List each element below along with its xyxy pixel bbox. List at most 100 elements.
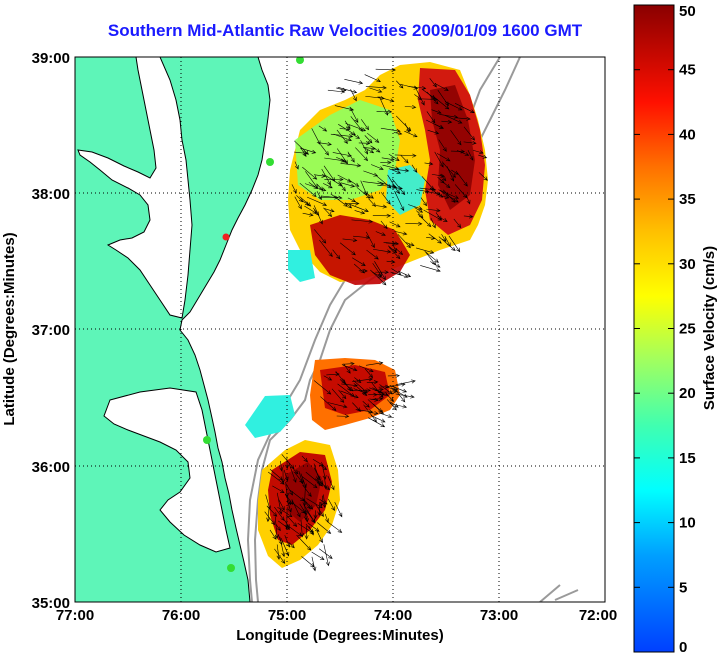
colorbar-tick-label: 20 — [679, 385, 696, 402]
velocity-arrow — [393, 131, 403, 136]
velocity-arrow — [465, 194, 471, 205]
velocity-arrow — [419, 187, 437, 192]
velocity-arrow — [306, 196, 328, 206]
velocity-arrow — [434, 83, 449, 91]
velocity-arrow — [372, 213, 392, 218]
velocity-arrow — [340, 182, 356, 188]
velocity-arrow — [372, 248, 392, 254]
velocity-arrow — [441, 161, 456, 178]
velocity-arrow — [438, 236, 456, 252]
velocity-arrow — [302, 484, 307, 507]
velocity-arrow — [429, 188, 444, 198]
velocity-arrow — [379, 96, 389, 116]
velocity-arrows — [264, 67, 488, 572]
velocity-arrow — [425, 251, 439, 263]
velocity-arrow — [322, 464, 327, 480]
velocity-arrow — [284, 520, 290, 529]
velocity-arrow — [350, 388, 371, 393]
velocity-arrow — [320, 144, 329, 156]
velocity-arrow — [378, 384, 390, 389]
velocity-arrow — [343, 363, 351, 374]
velocity-arrow — [439, 114, 459, 119]
velocity-arrow — [279, 536, 286, 558]
velocity-arrow — [361, 119, 370, 131]
velocity-arrow — [394, 230, 408, 236]
velocity-arrow — [298, 470, 304, 485]
velocity-arrow — [370, 164, 384, 170]
velocity-arrow — [373, 392, 386, 397]
velocity-arrow — [337, 174, 352, 183]
velocity-arrow — [300, 520, 305, 538]
velocity-arrow — [358, 268, 368, 273]
velocity-arrow — [266, 506, 271, 523]
velocity-arrow — [323, 544, 330, 567]
velocity-arrow — [330, 133, 354, 139]
velocity-arrow — [456, 150, 470, 156]
velocity-arrow — [363, 170, 379, 177]
chesapeake-bay — [77, 57, 193, 319]
colorbar-tick-label: 5 — [679, 579, 687, 596]
velocity-arrow — [423, 209, 443, 221]
velocity-arrow — [440, 174, 447, 182]
velocity-arrow — [446, 166, 455, 182]
velocity-arrow — [276, 544, 281, 560]
velocity-arrow — [438, 139, 447, 152]
velocity-arrow — [368, 198, 377, 207]
velocity-arrow — [316, 476, 321, 486]
station-marker — [203, 436, 211, 444]
velocity-arrow — [394, 153, 417, 158]
velocity-arrow — [426, 208, 441, 213]
velocity-arrow — [386, 259, 396, 264]
velocity-arrow — [377, 96, 395, 103]
chart-title: Southern Mid-Atlantic Raw Velocities 200… — [107, 21, 583, 40]
velocity-arrow — [301, 476, 318, 489]
velocity-arrow — [327, 402, 348, 409]
velocity-field-north-red-south — [310, 215, 410, 285]
velocity-arrow — [327, 89, 346, 94]
velocity-arrow — [369, 87, 383, 93]
y-axis: 39:00 38:00 37:00 36:00 35:00 — [32, 50, 70, 612]
velocity-arrow — [381, 157, 395, 162]
velocity-arrow — [376, 204, 388, 209]
velocity-arrow — [393, 387, 406, 403]
velocity-arrow — [311, 128, 321, 146]
velocity-arrow — [304, 205, 318, 214]
velocity-arrow — [366, 249, 379, 260]
velocity-arrow — [389, 221, 401, 228]
velocity-arrow — [438, 189, 459, 199]
velocity-arrow — [424, 161, 434, 166]
velocity-arrow — [478, 154, 488, 159]
velocity-arrow — [439, 190, 459, 203]
velocity-arrow — [348, 179, 360, 187]
velocity-arrow — [375, 175, 392, 189]
velocity-arrow — [297, 523, 315, 534]
velocity-arrow — [420, 197, 428, 207]
colorbar-tick-label: 45 — [679, 62, 696, 79]
velocity-arrow — [269, 469, 284, 481]
x-tick-label: 72:00 — [579, 607, 617, 624]
velocity-arrow — [364, 368, 374, 379]
velocity-arrow — [347, 151, 355, 163]
y-tick-label: 39:00 — [32, 50, 70, 67]
velocity-arrow — [328, 522, 343, 533]
colorbar-tick-label: 25 — [679, 321, 696, 338]
velocity-arrow — [354, 210, 366, 215]
velocity-arrow — [397, 234, 411, 249]
velocity-arrow — [388, 247, 401, 260]
velocity-arrow — [336, 148, 348, 165]
velocity-arrow — [371, 415, 386, 423]
velocity-arrow — [313, 380, 332, 395]
grid — [75, 57, 605, 602]
velocity-arrow — [405, 221, 423, 226]
velocity-arrow — [332, 249, 341, 260]
velocity-arrow — [313, 173, 326, 178]
velocity-arrow — [278, 499, 285, 511]
velocity-arrow — [445, 115, 463, 124]
velocity-arrow — [301, 455, 308, 463]
velocity-arrow — [441, 234, 447, 243]
velocity-arrow — [432, 95, 450, 110]
velocity-arrow — [367, 399, 384, 415]
velocity-arrow — [360, 140, 368, 155]
colorbar-label: Surface Velocity (cm/s) — [701, 246, 718, 410]
velocity-arrow — [350, 89, 357, 102]
